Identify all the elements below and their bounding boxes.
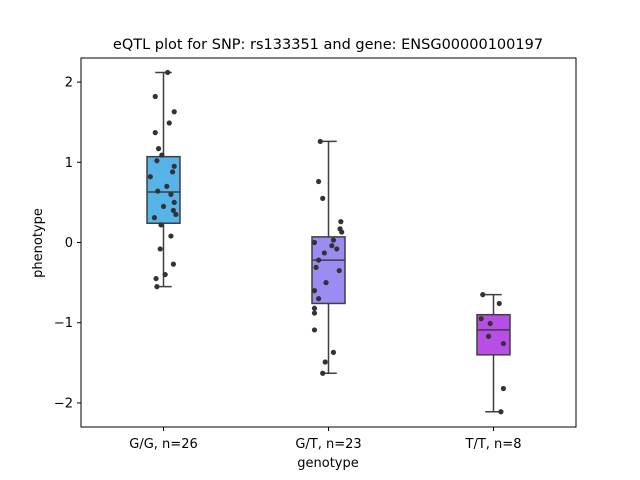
y-tick-label: 0 xyxy=(65,236,73,251)
data-point xyxy=(154,158,160,164)
data-point xyxy=(311,288,318,294)
data-point xyxy=(321,250,327,256)
data-point xyxy=(159,152,165,158)
data-point xyxy=(171,199,177,205)
data-point xyxy=(165,69,171,76)
data-point xyxy=(317,138,323,145)
data-point xyxy=(329,243,335,249)
axes: −2 −1 0 1 2 G/G, n=26 G/T, n=23 T/T, n=8 xyxy=(54,76,522,452)
data-point xyxy=(311,310,318,316)
data-point xyxy=(155,188,161,194)
data-point xyxy=(311,239,318,246)
data-point xyxy=(316,257,322,263)
data-point xyxy=(154,284,160,290)
data-point xyxy=(496,300,502,307)
data-point xyxy=(152,130,158,136)
data-point xyxy=(498,409,504,415)
data-point xyxy=(173,211,179,218)
data-point xyxy=(147,174,153,180)
data-point xyxy=(339,229,345,235)
data-point xyxy=(485,333,492,339)
y-tick-label: −1 xyxy=(54,316,73,331)
data-point xyxy=(323,280,329,286)
data-point xyxy=(169,169,176,175)
data-point xyxy=(338,219,344,225)
data-point xyxy=(153,275,159,282)
data-point xyxy=(162,271,168,278)
data-point xyxy=(157,246,163,252)
data-point xyxy=(330,237,337,243)
data-point xyxy=(316,296,322,302)
data-point xyxy=(164,183,170,189)
data-point xyxy=(320,370,326,376)
data-point xyxy=(155,146,162,152)
data-point xyxy=(500,340,506,347)
data-point xyxy=(316,178,322,185)
data-point xyxy=(170,207,176,214)
data-point xyxy=(158,222,164,228)
data-point xyxy=(311,327,318,333)
data-point xyxy=(320,195,326,201)
x-tick-label: G/G, n=26 xyxy=(129,437,197,452)
plot-area xyxy=(146,69,511,415)
data-point xyxy=(322,359,328,365)
data-point xyxy=(330,349,337,355)
data-point xyxy=(311,305,318,311)
x-tick-label: G/T, n=23 xyxy=(295,437,361,452)
data-point xyxy=(336,267,342,274)
data-point xyxy=(480,292,486,298)
data-point xyxy=(151,215,158,221)
data-point xyxy=(152,93,158,100)
data-point xyxy=(500,385,506,392)
y-axis-title: phenotype xyxy=(31,208,46,278)
y-tick-label: −2 xyxy=(54,396,73,411)
x-axis-title: genotype xyxy=(297,456,358,471)
x-tick-label: T/T, n=8 xyxy=(465,437,522,452)
data-point xyxy=(171,109,177,115)
y-tick-label: 1 xyxy=(65,156,73,171)
data-point xyxy=(160,203,167,210)
box-group xyxy=(476,293,511,413)
data-point xyxy=(313,264,319,270)
chart-title: eQTL plot for SNP: rs133351 and gene: EN… xyxy=(113,37,543,53)
box-iqr xyxy=(476,313,511,356)
y-tick-label: 2 xyxy=(65,76,73,91)
data-point xyxy=(168,233,174,239)
data-point xyxy=(171,163,177,169)
data-point xyxy=(478,316,484,322)
data-point xyxy=(487,320,493,327)
data-point xyxy=(168,191,174,197)
data-point xyxy=(334,246,340,252)
data-point xyxy=(170,261,176,267)
data-point xyxy=(166,120,172,126)
